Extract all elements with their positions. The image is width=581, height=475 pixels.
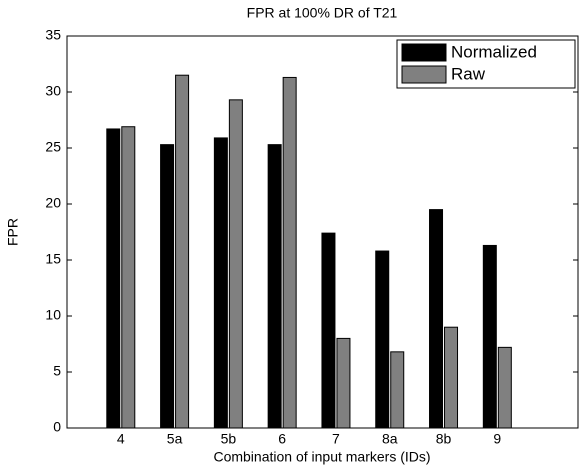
bar: [482, 244, 497, 429]
bar: [121, 126, 136, 429]
y-tick-label: 35: [45, 27, 61, 43]
x-tick-label: 8a: [382, 431, 398, 447]
y-tick-label: 10: [45, 307, 61, 323]
bar: [282, 76, 297, 429]
y-tick-label: 25: [45, 139, 61, 155]
y-tick-label: 30: [45, 83, 61, 99]
y-tick-label: 20: [45, 195, 61, 211]
y-tick-label: 0: [53, 419, 61, 435]
bar: [336, 337, 351, 429]
y-axis-label: FPR: [5, 218, 21, 246]
bar: [175, 74, 190, 429]
x-tick-label: 6: [278, 431, 286, 447]
x-tick-label: 9: [493, 431, 501, 447]
x-tick-label: 5a: [167, 431, 183, 447]
x-axis-label: Combination of input markers (IDs): [213, 449, 430, 465]
legend-label: Raw: [451, 64, 486, 83]
y-tick-label: 5: [53, 363, 61, 379]
x-tick-label: 8b: [436, 431, 452, 447]
y-tick-label: 15: [45, 251, 61, 267]
axes-frame: [66, 35, 579, 429]
bar: [321, 232, 336, 429]
bar: [429, 209, 444, 429]
bar: [390, 351, 405, 429]
bar: [213, 137, 228, 429]
bar: [267, 144, 282, 429]
bar: [444, 326, 459, 429]
bar: [160, 144, 175, 429]
x-tick-label: 4: [117, 431, 125, 447]
x-tick-label: 5b: [221, 431, 237, 447]
legend-swatch: [401, 43, 447, 62]
legend-label: Normalized: [451, 42, 537, 61]
chart-title: FPR at 100% DR of T21: [247, 5, 398, 21]
bar: [497, 346, 512, 429]
bar: [106, 128, 121, 429]
bar: [228, 99, 243, 429]
legend-swatch: [401, 65, 447, 84]
x-tick-label: 7: [332, 431, 340, 447]
bar: [375, 250, 390, 429]
